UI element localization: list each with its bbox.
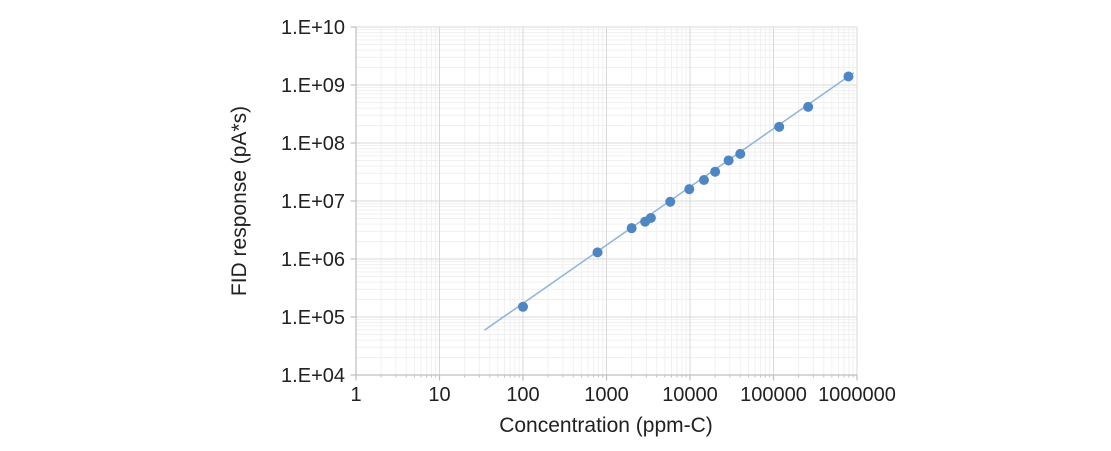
x-axis-title: Concentration (ppm-C) bbox=[499, 414, 713, 437]
data-point bbox=[735, 148, 746, 159]
x-tick-label: 1 bbox=[350, 384, 361, 406]
y-tick-label: 1.E+09 bbox=[281, 75, 345, 97]
y-tick-label: 1.E+07 bbox=[281, 191, 345, 213]
x-tick-label: 1000000 bbox=[818, 384, 896, 406]
data-point bbox=[774, 121, 785, 132]
y-axis-title: FID response (pA*s) bbox=[228, 106, 251, 296]
data-point bbox=[645, 212, 656, 223]
data-point bbox=[843, 71, 854, 82]
data-point bbox=[592, 247, 603, 258]
y-tick-label: 1.E+06 bbox=[281, 249, 345, 271]
x-tick-label: 10000 bbox=[662, 384, 718, 406]
x-tick-label: 100000 bbox=[740, 384, 807, 406]
data-point bbox=[723, 155, 734, 166]
data-point bbox=[710, 166, 721, 177]
data-series-points bbox=[518, 71, 854, 312]
data-point bbox=[626, 223, 637, 234]
y-tick-label: 1.E+08 bbox=[281, 133, 345, 155]
data-point bbox=[684, 184, 695, 195]
y-tick-label: 1.E+04 bbox=[281, 365, 345, 387]
data-point bbox=[803, 101, 814, 112]
x-tick-label: 100 bbox=[506, 384, 539, 406]
x-tick-label: 1000 bbox=[584, 384, 629, 406]
data-point bbox=[518, 301, 528, 312]
y-tick-label: 1.E+10 bbox=[281, 17, 345, 39]
data-point bbox=[698, 175, 709, 186]
data-point bbox=[665, 196, 676, 207]
x-tick-label: 10 bbox=[428, 384, 450, 406]
tick-labels: 1 10 100 1000 10000 100000 1000000 1.E+04 1.E+05… bbox=[281, 17, 896, 406]
y-tick-label: 1.E+05 bbox=[281, 307, 345, 329]
axis-lines-and-ticks bbox=[350, 26, 858, 381]
